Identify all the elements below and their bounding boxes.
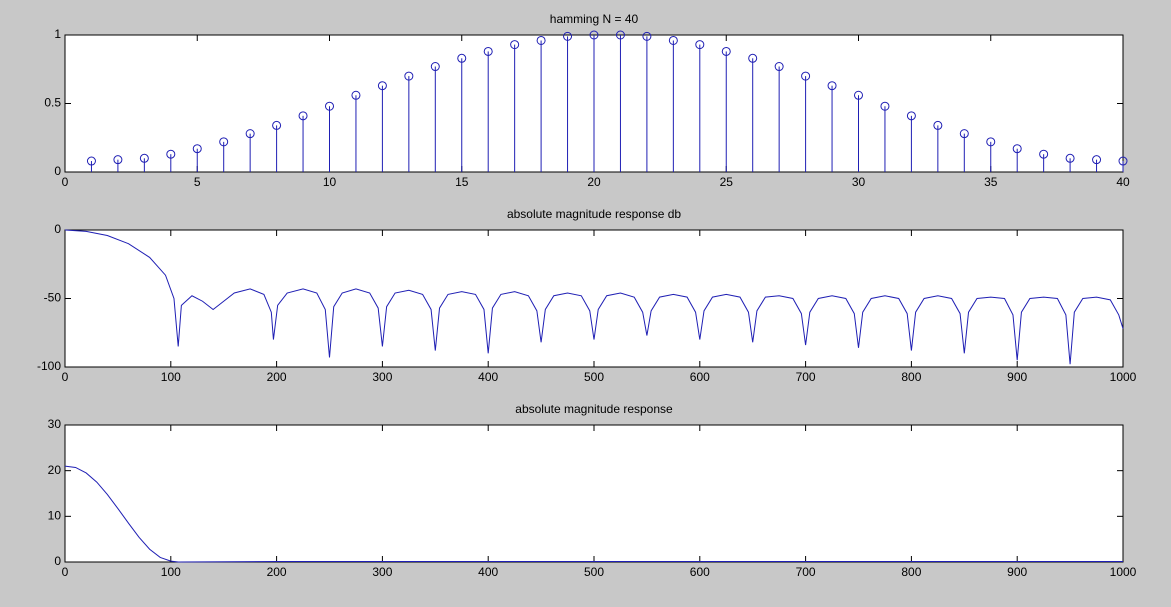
x-tick-label: 300 [372,370,392,384]
stem-marker [801,71,811,81]
x-tick-label: 500 [584,565,604,579]
stem-marker [139,153,149,163]
x-tick-label: 200 [267,565,287,579]
x-tick-label: 900 [1007,370,1027,384]
stem-marker [933,120,943,130]
stem-marker [668,35,678,45]
stem-marker [272,120,282,130]
x-tick-label: 100 [161,370,181,384]
x-tick-label: 400 [478,565,498,579]
stem-marker [351,90,361,100]
x-tick-label: 1000 [1110,565,1137,579]
stem-marker [404,71,414,81]
chart-title: hamming N = 40 [550,12,639,26]
stem-marker [166,149,176,159]
stem-marker [536,35,546,45]
y-tick-label: 1 [54,27,61,41]
x-tick-label: 800 [901,370,921,384]
stem-marker [615,30,625,40]
y-tick-label: 20 [48,463,62,477]
stem-marker [854,90,863,100]
stem-marker [192,144,202,154]
x-tick-label: 1000 [1110,370,1137,384]
x-tick-label: 600 [690,565,710,579]
stem-marker [906,111,916,121]
stem-marker [774,62,784,72]
stem-marker [642,31,652,41]
y-tick-label: 0 [54,164,61,178]
stem-marker [219,137,229,147]
x-tick-label: 35 [984,175,998,189]
stem-marker [1092,155,1102,165]
stem-marker [695,40,705,50]
stem-marker [325,101,334,111]
axes-box [64,229,1124,368]
y-tick-label: 30 [48,417,62,431]
axes-box [64,424,1124,563]
x-tick-label: 15 [455,175,469,189]
chart-title: absolute magnitude response [515,402,673,416]
stem-marker [483,46,493,56]
x-tick-label: 900 [1007,565,1027,579]
stem-marker [457,53,467,63]
stem-marker [377,81,387,91]
stem-marker [827,81,837,91]
stem-marker [880,101,890,111]
stem-marker [245,129,255,139]
x-tick-label: 0 [62,175,69,189]
x-tick-label: 700 [796,370,816,384]
line [64,229,1124,365]
stem-marker [1065,153,1075,163]
x-tick-label: 25 [720,175,734,189]
x-tick-label: 100 [161,565,181,579]
x-tick-label: 200 [267,370,287,384]
stem-marker [589,30,599,40]
x-tick-label: 300 [372,565,392,579]
x-tick-label: 5 [194,175,201,189]
y-tick-label: 10 [48,509,62,523]
x-tick-label: 10 [323,175,337,189]
stem-marker [986,137,996,147]
y-tick-label: 0 [54,554,61,568]
line [64,465,1123,563]
y-tick-label: 0.5 [44,96,61,110]
y-tick-label: -100 [37,359,61,373]
stem-marker [748,53,758,63]
x-tick-label: 400 [478,370,498,384]
x-tick-label: 30 [852,175,866,189]
y-tick-label: 0 [54,222,61,236]
stem-marker [86,156,96,166]
stem-marker [510,40,520,50]
stem-marker [563,31,573,41]
stem-marker [430,62,440,72]
y-tick-label: -50 [44,291,62,305]
stem-marker [113,155,123,165]
x-tick-label: 40 [1116,175,1130,189]
stem-marker [1118,156,1128,166]
stem-marker [721,46,731,56]
chart-title: absolute magnitude response db [507,207,681,221]
stem-marker [1012,144,1022,154]
x-tick-label: 500 [584,370,604,384]
stem-marker [298,111,308,121]
x-tick-label: 20 [587,175,601,189]
x-tick-label: 600 [690,370,710,384]
stem-marker [1039,149,1049,159]
stem-marker [959,129,969,139]
x-tick-label: 0 [62,565,69,579]
x-tick-label: 800 [901,565,921,579]
x-tick-label: 700 [796,565,816,579]
x-tick-label: 0 [62,370,69,384]
